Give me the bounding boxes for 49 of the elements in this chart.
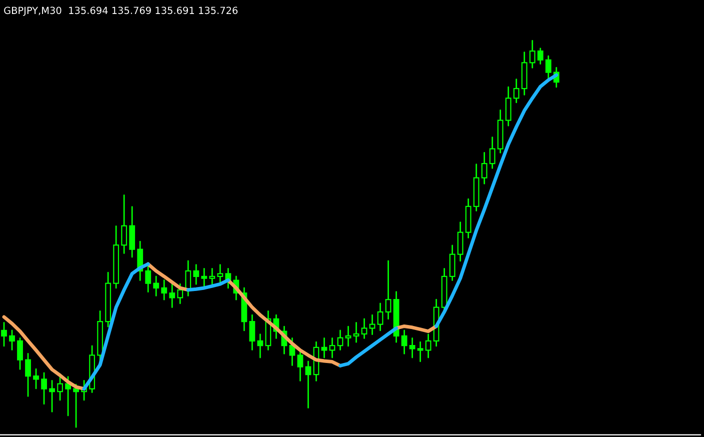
candlestick	[57, 376, 63, 401]
chart-title: GBPJPY,M30 135.694 135.769 135.691 135.726	[4, 6, 238, 16]
candlestick	[385, 260, 392, 320]
candlestick	[209, 268, 216, 285]
candlestick	[481, 152, 488, 184]
candlestick	[129, 206, 136, 258]
candlestick	[73, 384, 80, 428]
candlestick	[153, 276, 160, 296]
candlestick	[417, 341, 424, 362]
candlestick	[289, 338, 296, 366]
candlestick	[193, 264, 200, 285]
candlestick	[321, 338, 328, 358]
candlestick	[33, 368, 39, 390]
candlestick	[537, 48, 544, 65]
candlestick	[329, 338, 336, 358]
candlestick	[217, 264, 224, 285]
candlestick	[145, 264, 152, 293]
candlestick	[529, 40, 536, 68]
candlestick	[425, 334, 432, 358]
candlestick	[305, 360, 312, 408]
candlestick	[505, 86, 512, 126]
candlestick	[409, 338, 416, 358]
candlestick	[65, 376, 72, 416]
candlestick	[369, 314, 376, 336]
candlestick	[489, 136, 496, 169]
candlestick	[345, 326, 352, 347]
candlestick	[449, 244, 456, 281]
candlestick	[201, 268, 208, 289]
candlestick	[121, 194, 128, 254]
candlestick	[353, 322, 360, 343]
candlestick	[177, 283, 184, 304]
candlestick	[17, 338, 23, 370]
candlestick	[41, 372, 47, 405]
candlestick	[9, 330, 15, 350]
candlestick	[337, 330, 344, 350]
candlestick	[361, 318, 368, 339]
candlestick	[545, 55, 552, 80]
candlestick	[401, 330, 408, 354]
candlestick	[161, 280, 168, 300]
candlestick	[457, 222, 464, 262]
candlestick	[377, 302, 384, 332]
candlestick	[257, 334, 264, 358]
candlestick	[169, 283, 176, 308]
candlestick	[513, 78, 520, 104]
candlestick	[249, 314, 256, 350]
candlestick	[25, 352, 31, 397]
candlestick	[1, 322, 7, 347]
candlestick	[297, 349, 304, 382]
candlestick	[49, 380, 55, 412]
